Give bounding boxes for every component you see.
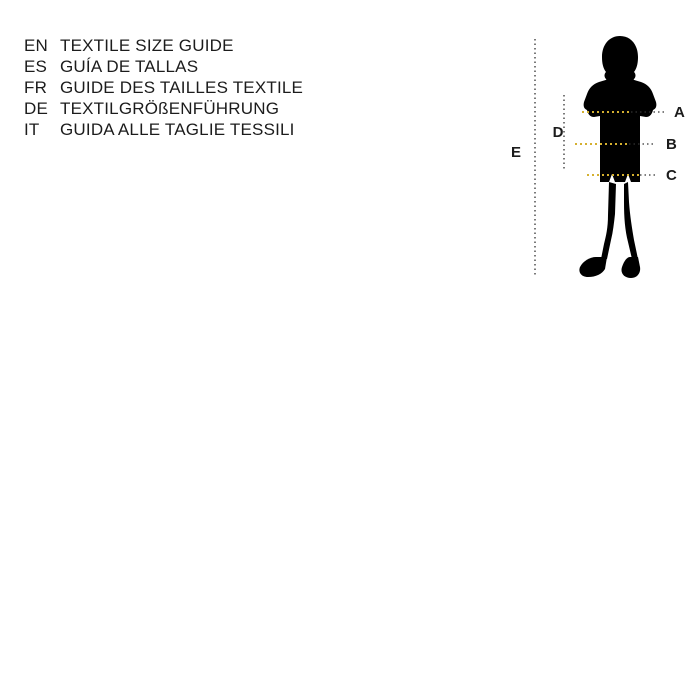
svg-text:B: B	[666, 136, 677, 153]
svg-text:D: D	[553, 124, 564, 141]
svg-text:E: E	[511, 144, 521, 161]
svg-text:C: C	[666, 167, 677, 184]
svg-text:A: A	[674, 104, 685, 121]
